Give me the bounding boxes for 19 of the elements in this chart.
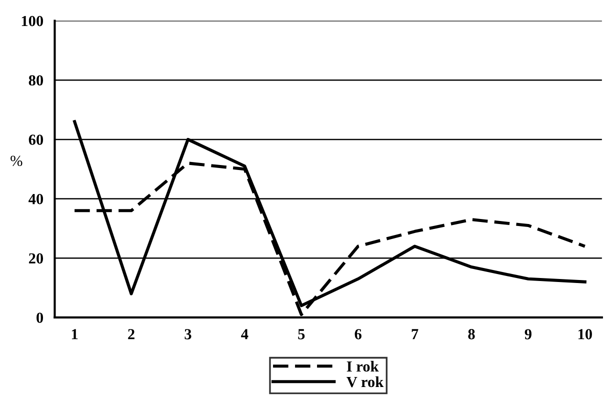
x-tick-label: 2	[128, 329, 134, 340]
x-tick-label: 3	[184, 329, 192, 340]
x-tick-label: 9	[524, 329, 532, 340]
x-tick-label: 10	[578, 329, 592, 340]
y-tick-label: 80	[28, 75, 44, 86]
legend-label: V rok	[346, 376, 384, 388]
y-tick-label: 20	[28, 253, 44, 264]
x-tick-label: 5	[298, 329, 305, 340]
legend-label: I rok	[346, 360, 379, 372]
y-tick-label: 60	[28, 134, 44, 145]
x-tick-label: 7	[412, 329, 418, 340]
y-tick-label: 0	[36, 312, 44, 323]
y-axis-title: %	[10, 156, 22, 166]
y-tick-label: 100	[22, 16, 44, 26]
x-tick-label: 8	[468, 329, 475, 340]
y-tick-label: 40	[28, 194, 44, 204]
x-tick-label: 6	[354, 329, 362, 340]
x-tick-label: 1	[72, 329, 78, 340]
x-tick-label: 4	[241, 329, 248, 340]
